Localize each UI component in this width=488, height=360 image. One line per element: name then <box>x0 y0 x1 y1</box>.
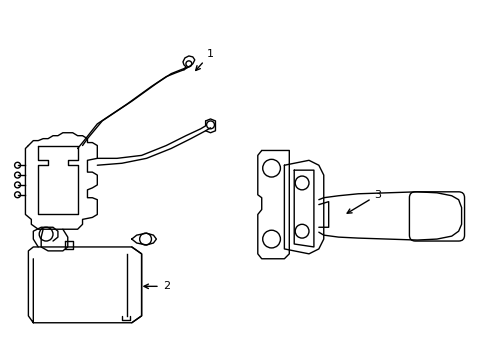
Text: 1: 1 <box>195 49 214 71</box>
Text: 3: 3 <box>346 190 381 213</box>
Text: 2: 2 <box>143 281 169 291</box>
